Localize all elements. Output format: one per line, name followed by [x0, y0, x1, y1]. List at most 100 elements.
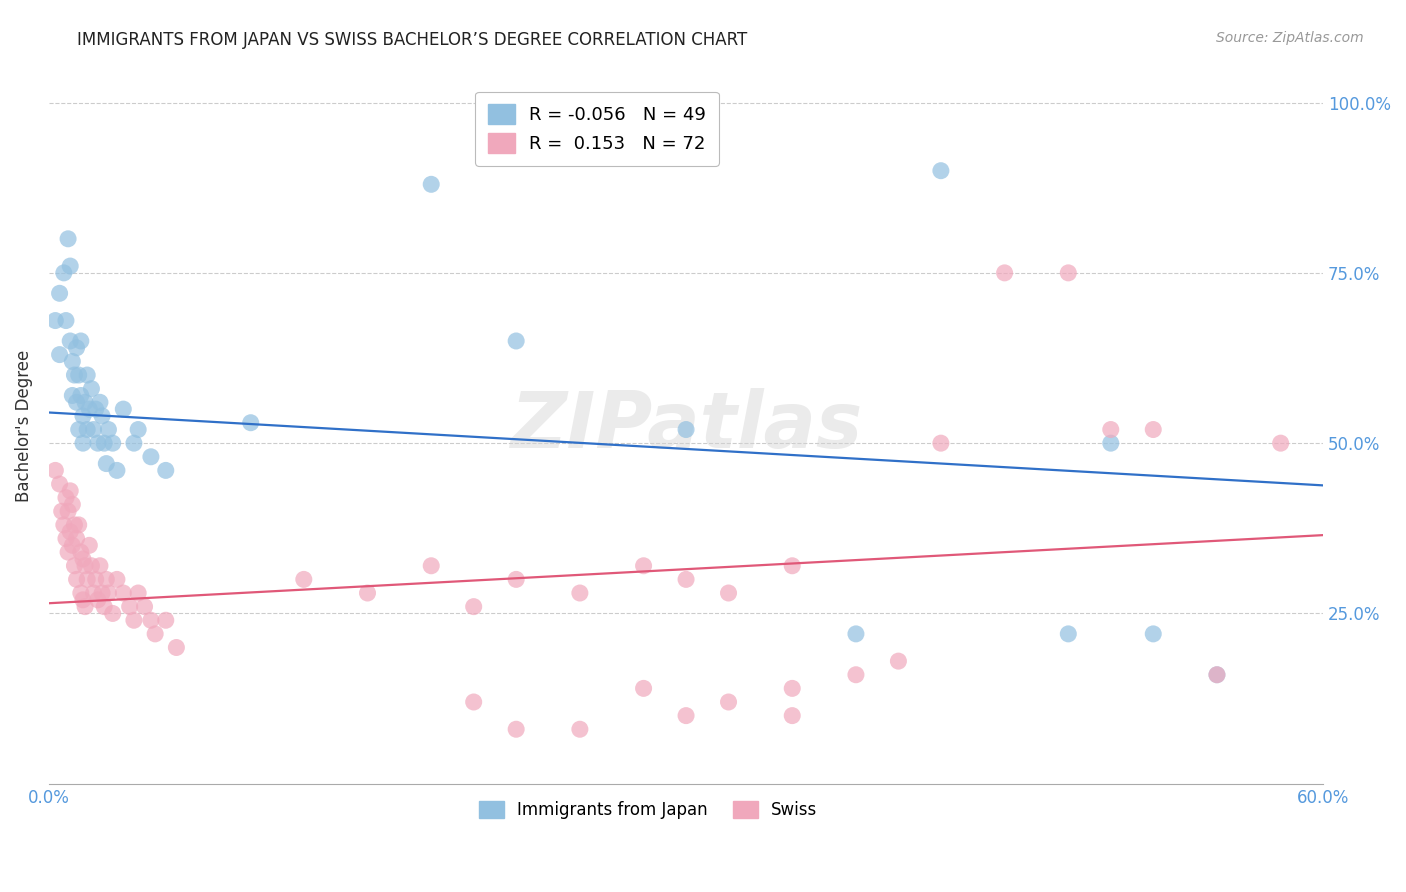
Point: [55, 491, 77, 505]
Point: [63, 517, 86, 532]
Point: [155, 463, 177, 477]
Point: [59, 524, 82, 539]
Point: [505, 573, 527, 587]
Point: [105, 463, 128, 477]
Point: [292, 573, 315, 587]
Point: [139, 613, 162, 627]
Point: [1142, 627, 1164, 641]
Point: [1099, 436, 1122, 450]
Point: [165, 640, 187, 655]
Point: [59, 483, 82, 498]
Point: [780, 708, 803, 723]
Point: [67, 517, 90, 532]
Point: [122, 436, 145, 450]
Point: [97, 423, 120, 437]
Point: [44, 463, 66, 477]
Point: [97, 586, 120, 600]
Point: [48, 477, 70, 491]
Point: [505, 723, 527, 737]
Point: [505, 334, 527, 348]
Y-axis label: Bachelor's Degree: Bachelor's Degree: [15, 350, 32, 502]
Point: [69, 388, 91, 402]
Point: [155, 613, 177, 627]
Point: [1099, 423, 1122, 437]
Point: [717, 586, 740, 600]
Point: [83, 423, 105, 437]
Point: [356, 586, 378, 600]
Point: [929, 163, 952, 178]
Point: [79, 538, 101, 552]
Point: [91, 586, 114, 600]
Point: [83, 586, 105, 600]
Point: [633, 681, 655, 696]
Point: [60, 498, 83, 512]
Point: [780, 558, 803, 573]
Point: [80, 558, 103, 573]
Point: [1206, 667, 1229, 681]
Text: ZIPatlas: ZIPatlas: [510, 388, 862, 464]
Point: [69, 586, 91, 600]
Point: [127, 586, 149, 600]
Point: [84, 402, 107, 417]
Point: [143, 627, 166, 641]
Point: [87, 592, 110, 607]
Point: [65, 573, 87, 587]
Point: [91, 409, 114, 423]
Point: [63, 368, 86, 382]
Point: [84, 573, 107, 587]
Point: [568, 723, 591, 737]
Point: [67, 368, 90, 382]
Point: [122, 613, 145, 627]
Point: [887, 654, 910, 668]
Text: IMMIGRANTS FROM JAPAN VS SWISS BACHELOR’S DEGREE CORRELATION CHART: IMMIGRANTS FROM JAPAN VS SWISS BACHELOR’…: [77, 31, 748, 49]
Point: [994, 266, 1017, 280]
Text: Source: ZipAtlas.com: Source: ZipAtlas.com: [1216, 31, 1364, 45]
Point: [112, 586, 135, 600]
Point: [80, 382, 103, 396]
Point: [60, 538, 83, 552]
Point: [1270, 436, 1292, 450]
Point: [55, 313, 77, 327]
Point: [87, 436, 110, 450]
Point: [75, 558, 97, 573]
Point: [56, 504, 79, 518]
Point: [79, 402, 101, 417]
Point: [51, 504, 73, 518]
Point: [105, 573, 128, 587]
Point: [633, 558, 655, 573]
Point: [1057, 627, 1080, 641]
Point: [93, 599, 115, 614]
Point: [67, 423, 90, 437]
Point: [420, 558, 443, 573]
Point: [780, 681, 803, 696]
Point: [96, 457, 118, 471]
Point: [89, 395, 111, 409]
Point: [60, 354, 83, 368]
Point: [65, 341, 87, 355]
Point: [59, 334, 82, 348]
Point: [65, 395, 87, 409]
Point: [76, 423, 98, 437]
Point: [44, 313, 66, 327]
Point: [463, 695, 485, 709]
Point: [89, 558, 111, 573]
Point: [134, 599, 156, 614]
Point: [75, 599, 97, 614]
Point: [845, 667, 868, 681]
Point: [69, 545, 91, 559]
Point: [112, 402, 135, 417]
Point: [929, 436, 952, 450]
Point: [72, 409, 94, 423]
Point: [69, 334, 91, 348]
Point: [52, 266, 75, 280]
Legend: Immigrants from Japan, Swiss: Immigrants from Japan, Swiss: [472, 794, 824, 825]
Point: [76, 573, 98, 587]
Point: [48, 286, 70, 301]
Point: [72, 592, 94, 607]
Point: [75, 395, 97, 409]
Point: [675, 573, 697, 587]
Point: [63, 558, 86, 573]
Point: [845, 627, 868, 641]
Point: [675, 423, 697, 437]
Point: [568, 586, 591, 600]
